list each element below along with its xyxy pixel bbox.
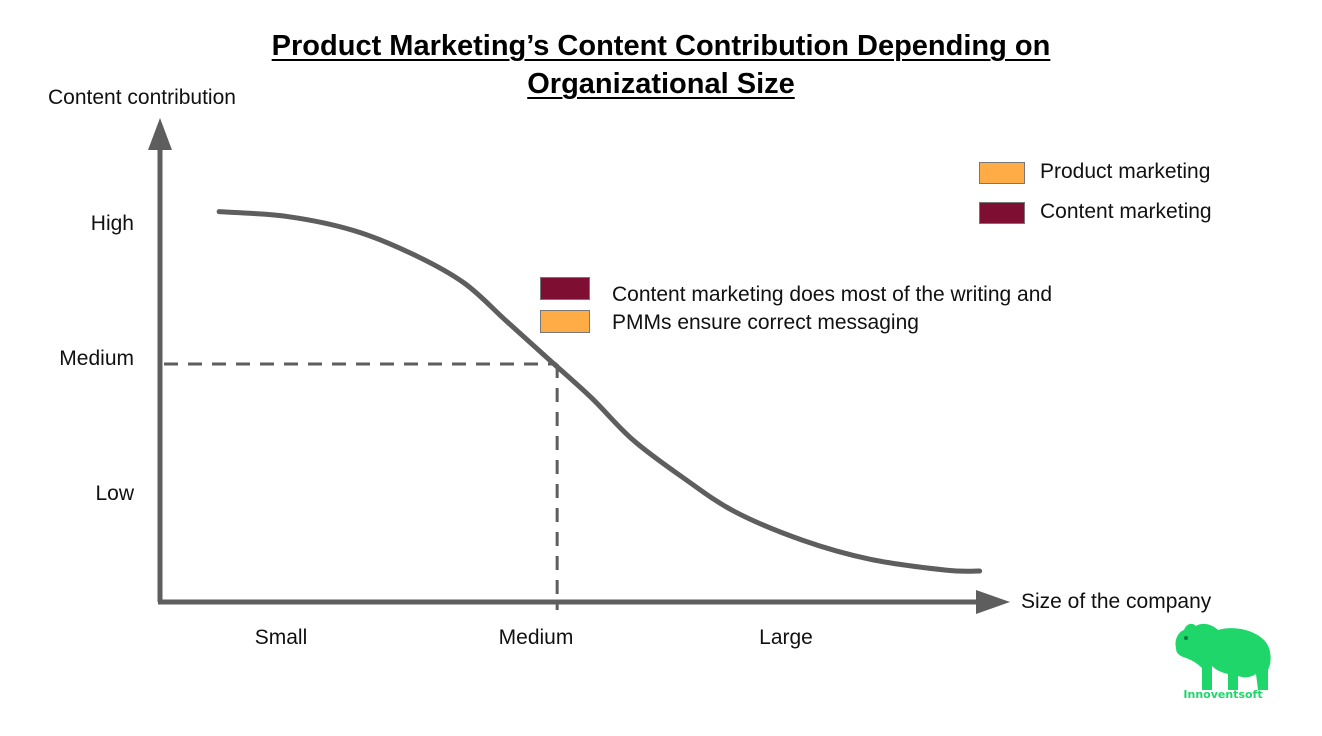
y-tick-label-high: High bbox=[90, 212, 134, 235]
y-tick-label-medium: Medium bbox=[59, 347, 134, 370]
series-line-0 bbox=[216, 209, 983, 574]
x-axis-arrowhead bbox=[976, 590, 1010, 614]
y-tick-label-low: Low bbox=[95, 482, 134, 505]
x-tick-label-medium: Medium bbox=[498, 626, 574, 649]
chart-title-line-1: Product Marketing’s Content Contribution… bbox=[271, 30, 1051, 62]
legend-label-product-marketing: Product marketing bbox=[1040, 160, 1211, 183]
legend-swatch-content-marketing bbox=[979, 202, 1025, 224]
x-axis-label: Size of the company bbox=[1021, 590, 1212, 613]
watermark-text: Innoventsoft bbox=[1183, 688, 1263, 701]
annotation-line-2: PMMs ensure correct messaging bbox=[612, 311, 919, 334]
annotation-swatch-content bbox=[540, 277, 590, 300]
axes bbox=[148, 118, 1010, 614]
legend-swatch-product-marketing bbox=[979, 162, 1025, 184]
polar-bear-icon bbox=[1175, 623, 1271, 690]
annotation-line-1: Content marketing does most of the writi… bbox=[612, 283, 1053, 306]
x-tick-label-small: Small bbox=[254, 626, 308, 649]
series-group bbox=[216, 209, 983, 574]
chart-title-line-2: Organizational Size bbox=[527, 68, 795, 100]
y-axis-arrowhead bbox=[148, 118, 172, 150]
legend-label-content-marketing: Content marketing bbox=[1040, 200, 1212, 223]
reference-lines bbox=[164, 362, 559, 610]
annotation-swatch-product bbox=[540, 310, 590, 333]
x-tick-label-large: Large bbox=[759, 626, 813, 649]
y-axis-label: Content contribution bbox=[48, 86, 236, 109]
